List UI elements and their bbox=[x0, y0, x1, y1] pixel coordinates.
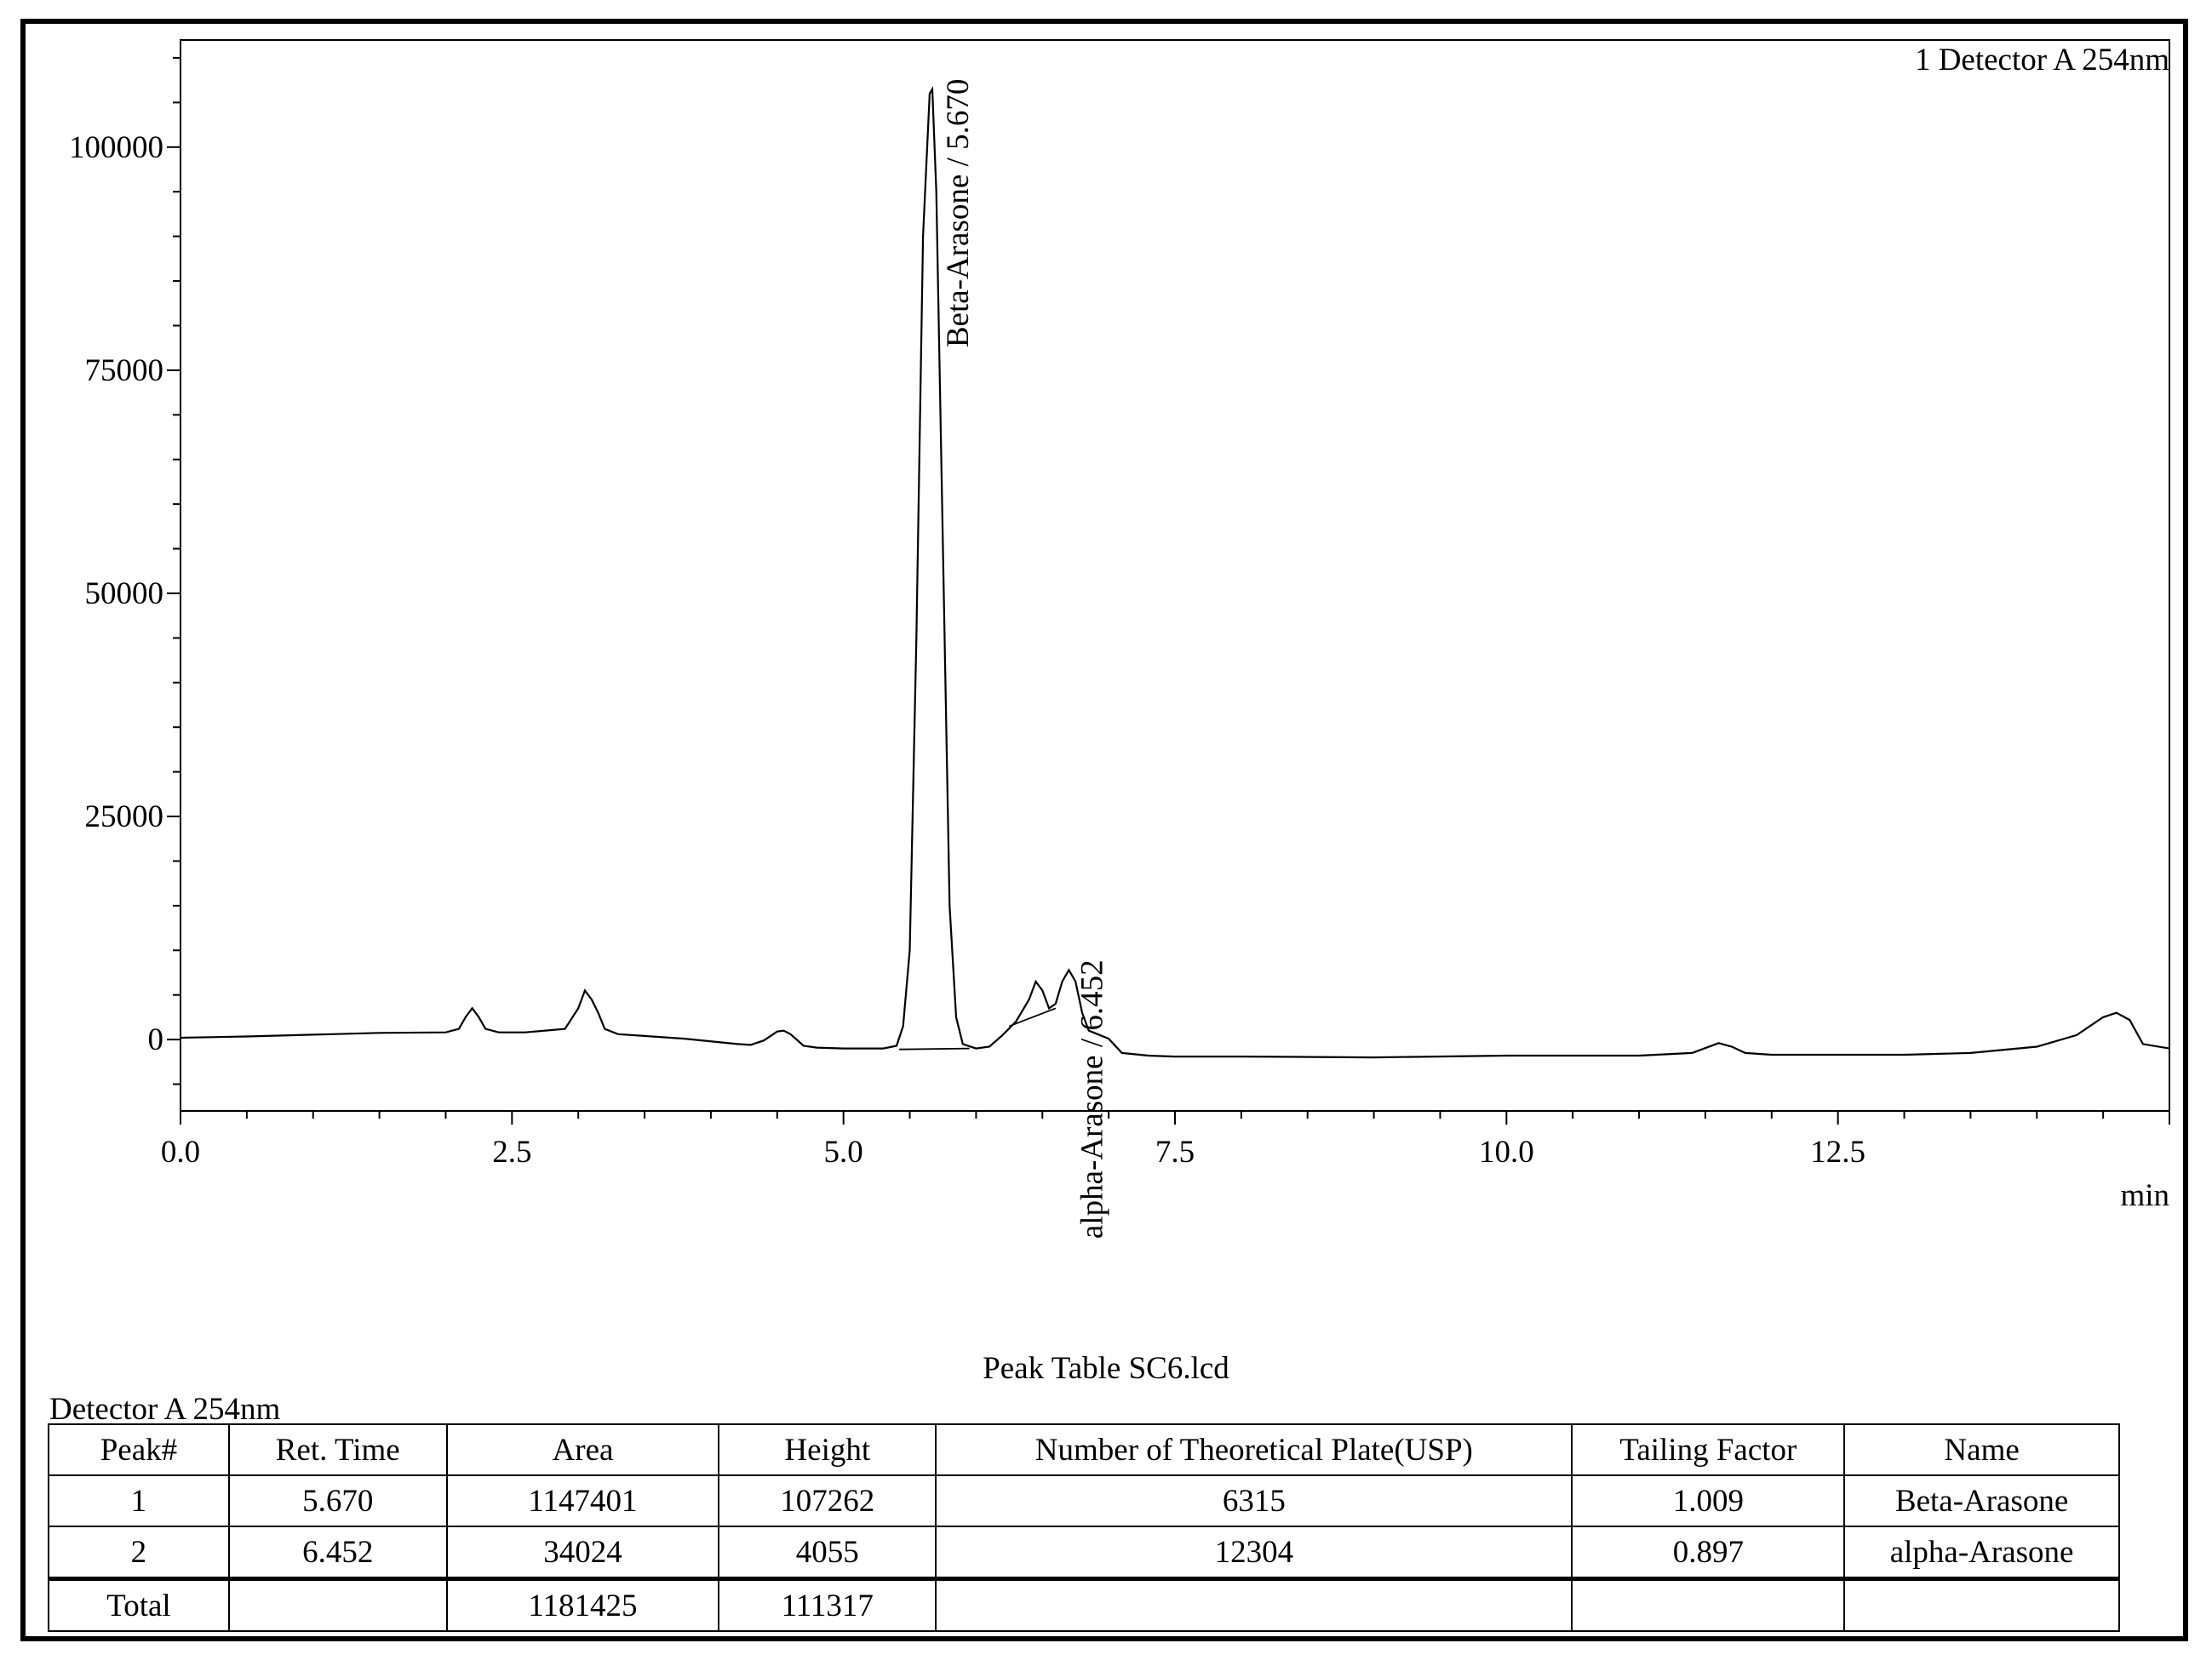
cell-peak-number: 1 bbox=[48, 1474, 230, 1527]
cell-total-area: 1181425 bbox=[445, 1577, 720, 1632]
y-tick-label: 25000 bbox=[85, 799, 164, 834]
header-peak-number: Peak# bbox=[48, 1423, 230, 1476]
cell-area: 1147401 bbox=[445, 1474, 720, 1527]
cell-height: 4055 bbox=[718, 1526, 937, 1580]
x-axis-label: min bbox=[2120, 1178, 2169, 1213]
cell-theoretical-plate: 6315 bbox=[935, 1474, 1573, 1527]
x-tick-label: 7.5 bbox=[1155, 1135, 1195, 1170]
header-tailing-factor: Tailing Factor bbox=[1571, 1423, 1846, 1476]
table-header-row: Peak# Ret. Time Area Height Number of Th… bbox=[48, 1423, 2120, 1476]
peak-annotation: Beta-Arasone / 5.670 bbox=[941, 79, 976, 347]
y-tick-label: 0 bbox=[148, 1022, 164, 1057]
y-tick-label: 100000 bbox=[69, 130, 163, 165]
cell-total-ret-time bbox=[227, 1577, 448, 1632]
cell-total-height: 111317 bbox=[718, 1577, 937, 1632]
axis-ticks bbox=[167, 56, 2170, 1125]
header-area: Area bbox=[445, 1423, 720, 1476]
cell-total-theoretical-plate bbox=[935, 1577, 1573, 1632]
signal-traces bbox=[180, 85, 2170, 1059]
peak-annotations: Beta-Arasone / 5.670 alpha-Arasone / 6.45… bbox=[941, 79, 1109, 1239]
cell-height: 107262 bbox=[718, 1474, 937, 1527]
header-theoretical-plate: Number of Theoretical Plate(USP) bbox=[935, 1423, 1573, 1476]
peak-baseline bbox=[899, 1047, 970, 1051]
cell-total-tailing-factor bbox=[1571, 1577, 1846, 1632]
cell-ret-time: 5.670 bbox=[227, 1474, 448, 1527]
peak-baseline bbox=[1009, 1007, 1057, 1028]
legend-label: 1 Detector A 254nm bbox=[1915, 43, 2169, 77]
plot-border bbox=[180, 39, 2170, 1112]
cell-area: 34024 bbox=[445, 1526, 720, 1580]
detector-label: Detector A 254nm bbox=[49, 1392, 281, 1427]
signal-trace bbox=[180, 85, 2170, 1059]
peak-table: Peak# Ret. Time Area Height Number of Th… bbox=[48, 1423, 2120, 1632]
table-row: 2 6.452 34024 4055 12304 0.897 alpha-Ara… bbox=[48, 1526, 2120, 1580]
axis-tick-labels: 0 25000 50000 75000 100000 0.0 2.5 5.0 7.5 10.0 12… bbox=[69, 130, 1865, 1170]
cell-total-label: Total bbox=[48, 1577, 230, 1632]
plot-area bbox=[180, 39, 2170, 1112]
cell-total-name bbox=[1843, 1577, 2120, 1632]
header-height: Height bbox=[718, 1423, 937, 1476]
y-tick-label: 75000 bbox=[85, 353, 164, 388]
figure-frame bbox=[20, 19, 2188, 1641]
peak-annotation: alpha-Arasone / 6.452 bbox=[1074, 959, 1109, 1239]
header-ret-time: Ret. Time bbox=[227, 1423, 448, 1476]
cell-peak-number: 2 bbox=[48, 1526, 230, 1580]
cell-name: alpha-Arasone bbox=[1843, 1526, 2120, 1580]
cell-ret-time: 6.452 bbox=[227, 1526, 448, 1580]
header-name: Name bbox=[1843, 1423, 2120, 1476]
x-tick-label: 12.5 bbox=[1810, 1135, 1865, 1170]
x-tick-label: 10.0 bbox=[1479, 1135, 1534, 1170]
peak-table-title: Peak Table SC6.lcd bbox=[983, 1351, 1229, 1386]
cell-theoretical-plate: 12304 bbox=[935, 1526, 1573, 1580]
cell-tailing-factor: 0.897 bbox=[1571, 1526, 1846, 1580]
cell-tailing-factor: 1.009 bbox=[1571, 1474, 1846, 1527]
x-tick-label: 5.0 bbox=[824, 1135, 863, 1170]
x-tick-label: 0.0 bbox=[161, 1135, 200, 1170]
cell-name: Beta-Arasone bbox=[1843, 1474, 2120, 1527]
x-tick-label: 2.5 bbox=[492, 1135, 531, 1170]
table-row: 1 5.670 1147401 107262 6315 1.009 Beta-A… bbox=[48, 1474, 2120, 1527]
table-total-row: Total 1181425 111317 bbox=[48, 1577, 2120, 1632]
y-tick-label: 50000 bbox=[85, 576, 164, 611]
